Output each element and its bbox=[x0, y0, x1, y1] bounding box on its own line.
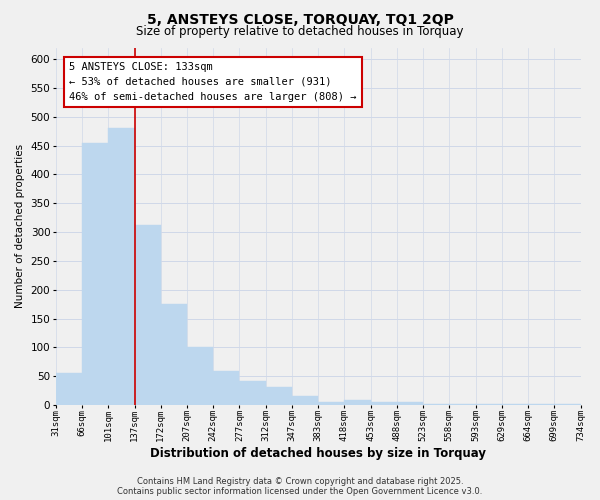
Bar bbox=[109, 128, 134, 405]
Bar bbox=[528, 404, 554, 405]
Text: Size of property relative to detached houses in Torquay: Size of property relative to detached ho… bbox=[136, 25, 464, 38]
Bar bbox=[502, 404, 528, 405]
Y-axis label: Number of detached properties: Number of detached properties bbox=[15, 144, 25, 308]
Bar bbox=[292, 396, 318, 405]
Text: 5, ANSTEYS CLOSE, TORQUAY, TQ1 2QP: 5, ANSTEYS CLOSE, TORQUAY, TQ1 2QP bbox=[146, 12, 454, 26]
Bar bbox=[449, 404, 476, 405]
Text: Contains HM Land Registry data © Crown copyright and database right 2025.
Contai: Contains HM Land Registry data © Crown c… bbox=[118, 476, 482, 496]
Bar bbox=[213, 371, 239, 405]
Bar bbox=[397, 402, 423, 405]
Bar bbox=[423, 404, 449, 405]
Bar bbox=[344, 400, 371, 405]
Bar bbox=[56, 374, 82, 405]
Bar bbox=[187, 348, 213, 405]
Bar bbox=[161, 304, 187, 405]
Bar bbox=[134, 225, 161, 405]
Bar bbox=[554, 404, 581, 405]
Bar bbox=[476, 404, 502, 405]
Bar bbox=[82, 142, 109, 405]
Bar bbox=[318, 402, 344, 405]
X-axis label: Distribution of detached houses by size in Torquay: Distribution of detached houses by size … bbox=[150, 447, 486, 460]
Bar bbox=[239, 381, 266, 405]
Bar bbox=[371, 402, 397, 405]
Bar bbox=[266, 386, 292, 405]
Text: 5 ANSTEYS CLOSE: 133sqm
← 53% of detached houses are smaller (931)
46% of semi-d: 5 ANSTEYS CLOSE: 133sqm ← 53% of detache… bbox=[69, 62, 356, 102]
